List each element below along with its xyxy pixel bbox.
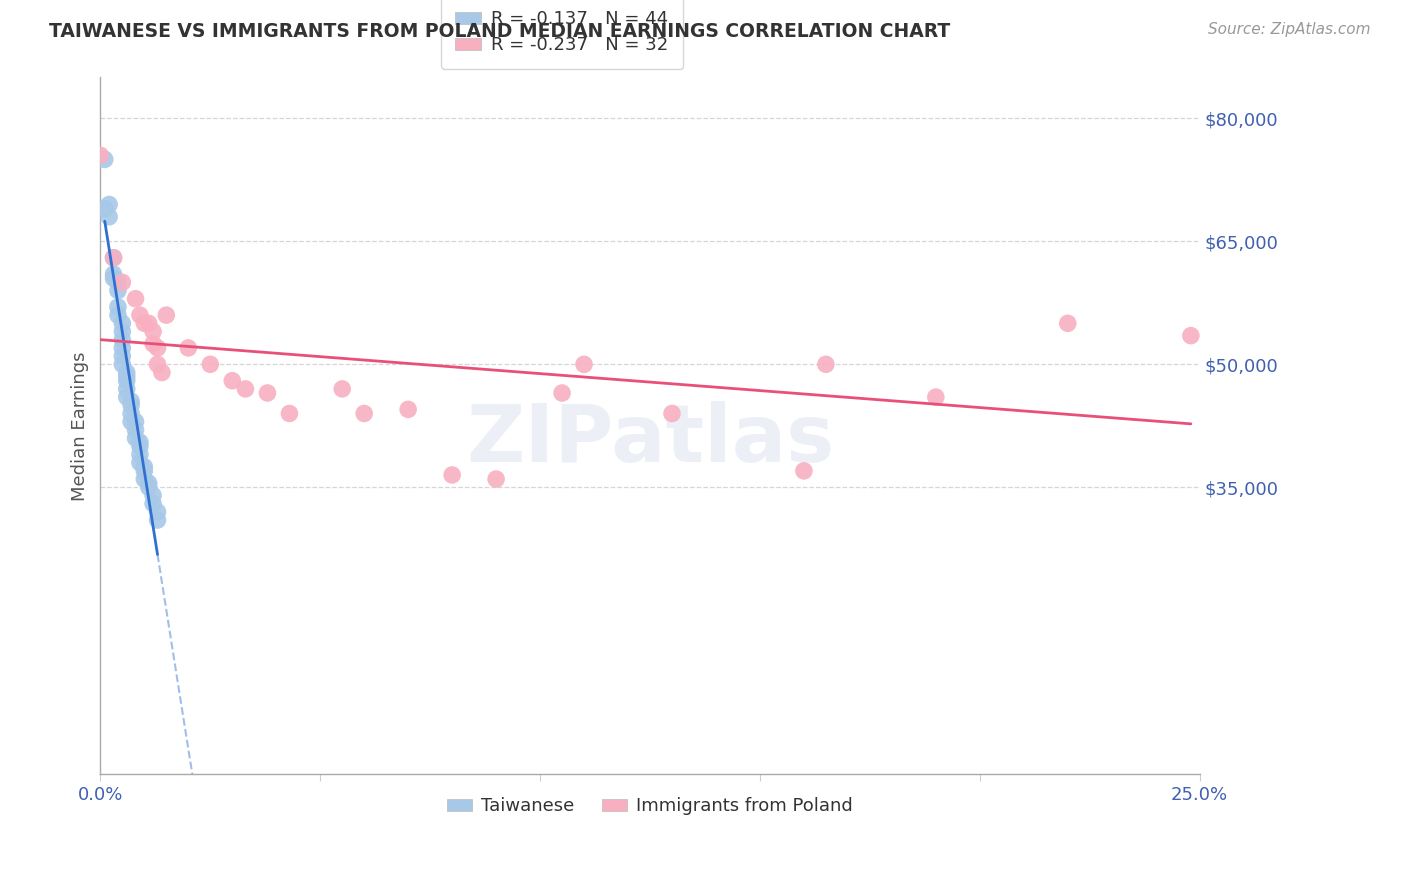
Point (103, 267, 125, 281)
Point (278, 407, 301, 421)
Point (111, 333, 134, 347)
Y-axis label: Median Earnings: Median Earnings (72, 351, 89, 500)
Point (146, 357, 169, 371)
Point (111, 276, 134, 290)
Point (129, 439, 152, 453)
Point (330, 382, 353, 396)
Point (661, 407, 683, 421)
Point (124, 423, 146, 437)
Point (138, 480, 160, 494)
Point (353, 407, 375, 421)
Point (134, 472, 156, 486)
Point (129, 447, 152, 461)
Point (138, 316, 160, 330)
Point (129, 435, 152, 450)
Point (111, 341, 134, 355)
Point (155, 308, 177, 322)
Point (200, 357, 222, 371)
Point (124, 292, 146, 306)
Point (396, 402, 419, 417)
Point (551, 386, 574, 401)
Point (124, 415, 146, 429)
Point (485, 472, 508, 486)
Point (120, 407, 142, 421)
Point (107, 276, 129, 290)
Point (115, 366, 138, 380)
Text: Source: ZipAtlas.com: Source: ZipAtlas.com (1208, 22, 1371, 37)
Point (134, 316, 156, 330)
Point (134, 459, 156, 474)
Point (129, 308, 152, 322)
Point (146, 505, 169, 519)
Point (1180, 328, 1202, 343)
Point (142, 488, 165, 502)
Point (111, 357, 134, 371)
Point (177, 341, 200, 355)
Point (98, 197, 121, 211)
Text: ZIPatlas: ZIPatlas (465, 401, 834, 479)
Point (124, 431, 146, 445)
Point (793, 464, 815, 478)
Point (107, 308, 129, 322)
Point (572, 357, 595, 371)
Point (814, 357, 837, 371)
Point (107, 300, 129, 314)
Point (925, 390, 948, 404)
Point (129, 456, 152, 470)
Point (115, 374, 138, 388)
Point (120, 394, 142, 409)
Point (115, 369, 138, 384)
Point (146, 513, 169, 527)
Point (103, 271, 125, 285)
Point (1056, 316, 1078, 330)
Point (94, 153, 117, 167)
Point (150, 366, 173, 380)
Point (107, 284, 129, 298)
Point (98, 210, 121, 224)
Point (441, 467, 464, 482)
Point (138, 476, 160, 491)
Point (134, 464, 156, 478)
Text: TAIWANESE VS IMMIGRANTS FROM POLAND MEDIAN EARNINGS CORRELATION CHART: TAIWANESE VS IMMIGRANTS FROM POLAND MEDI… (49, 22, 950, 41)
Point (115, 390, 138, 404)
Point (111, 325, 134, 339)
Point (256, 386, 278, 401)
Point (111, 349, 134, 363)
Point (235, 382, 257, 396)
Point (142, 325, 165, 339)
Legend: Taiwanese, Immigrants from Poland: Taiwanese, Immigrants from Poland (439, 789, 862, 824)
Point (146, 341, 169, 355)
Point (115, 382, 138, 396)
Point (120, 398, 142, 412)
Point (103, 251, 125, 265)
Point (103, 251, 125, 265)
Point (142, 497, 165, 511)
Point (120, 415, 142, 429)
Point (111, 316, 134, 330)
Point (221, 374, 243, 388)
Point (142, 336, 165, 351)
Point (89, 148, 111, 162)
Point (94, 202, 117, 216)
